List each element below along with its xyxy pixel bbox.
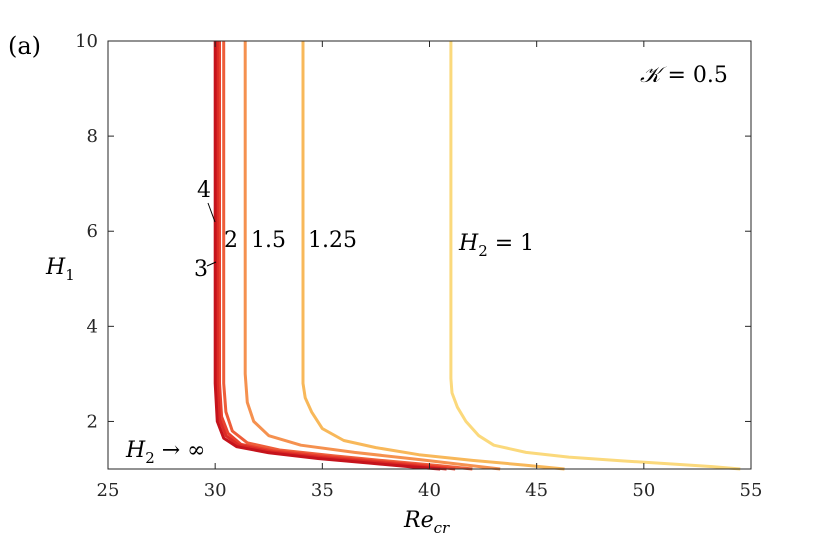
curves-layer: [213, 41, 741, 471]
series-line-1: [301, 41, 565, 471]
series-line-6: [213, 41, 441, 471]
y-tick-label: 4: [87, 316, 98, 337]
annotation-k: 𝒦 = 0.5: [640, 63, 728, 88]
y-tick-label: 8: [87, 126, 98, 147]
label-h2-1-25: 1.25: [308, 228, 357, 253]
x-axis-label: Recr: [403, 508, 450, 537]
x-tick-label: 50: [632, 480, 655, 501]
label-h2-1-5: 1.5: [251, 228, 286, 253]
leader-line-4: [207, 202, 216, 223]
panel-label: (a): [8, 32, 41, 60]
label-h2-3: 3: [194, 257, 208, 282]
series-line-3: [222, 41, 473, 471]
label-h2-2: 2: [224, 228, 238, 253]
leader-line-3: [206, 261, 217, 267]
x-tick-label: 30: [204, 480, 227, 501]
label-h2-1: H2 = 1: [458, 231, 534, 260]
x-tick-label: 40: [418, 480, 441, 501]
series-line-0: [449, 41, 741, 471]
y-axis-label: H1: [45, 255, 75, 284]
x-tick-label: 55: [740, 480, 763, 501]
x-tick-label: 45: [525, 480, 548, 501]
curve-labels: H2 → ∞ 4 3 2 1.5 1.25 H2 = 1: [125, 178, 534, 467]
series-line-2: [243, 41, 501, 471]
series-line-5: [215, 41, 447, 471]
label-h2-inf: H2 → ∞: [125, 438, 205, 467]
axes-frame: [107, 40, 752, 470]
y-tick-label: 6: [87, 221, 98, 242]
x-tick-label: 35: [311, 480, 334, 501]
series-line-4: [218, 41, 456, 471]
x-tick-label: 25: [97, 480, 120, 501]
y-tick-label: 10: [75, 31, 98, 52]
y-tick-label: 2: [87, 411, 98, 432]
label-h2-4: 4: [197, 178, 211, 203]
